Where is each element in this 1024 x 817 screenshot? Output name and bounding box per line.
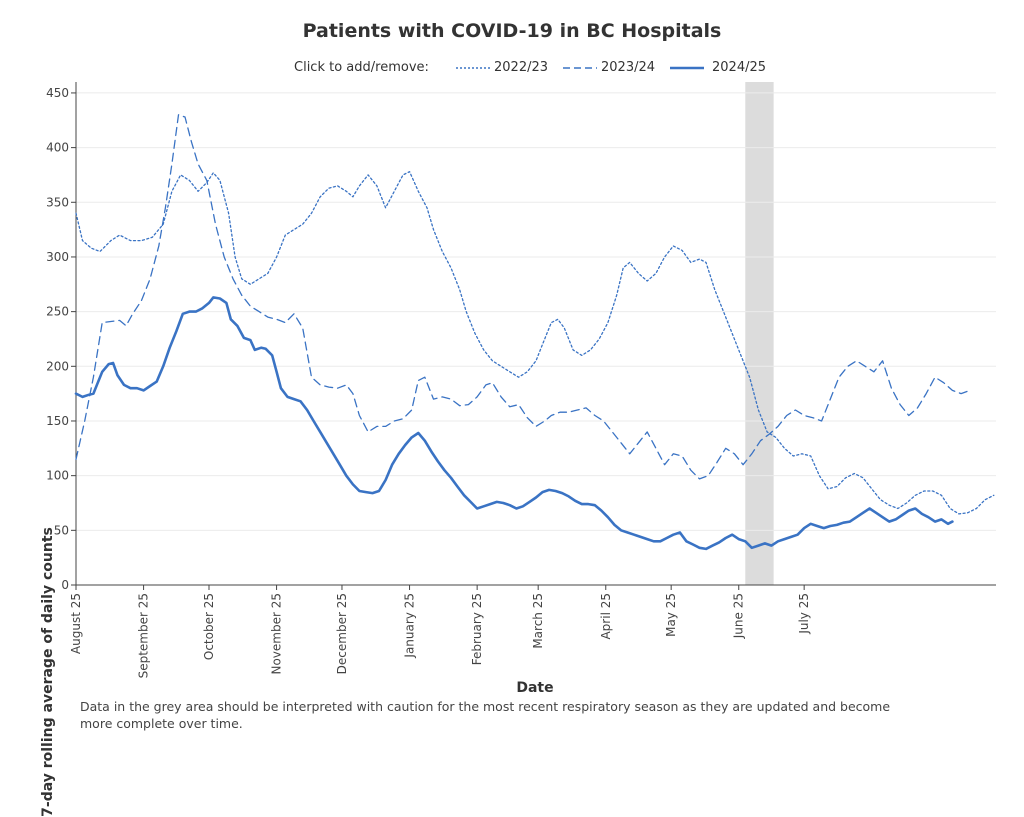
x-tick-label: May 25	[664, 593, 678, 637]
y-tick-label: 450	[46, 86, 69, 100]
legend-label: 2023/24	[601, 60, 656, 75]
x-tick-label: September 25	[137, 593, 151, 678]
x-tick-label: October 25	[202, 593, 216, 660]
x-tick-label: March 25	[531, 593, 545, 649]
series-line-2022-23	[75, 171, 995, 515]
x-tick-label: June 25	[732, 593, 746, 639]
y-tick-label: 50	[54, 523, 69, 537]
legend-swatch-dashed	[563, 67, 597, 69]
y-tick-label: 150	[46, 414, 69, 428]
legend-label: 2022/23	[494, 60, 549, 75]
y-tick-label: 400	[46, 141, 69, 155]
x-tick-label: January 25	[403, 593, 417, 659]
legend-prompt: Click to add/remove:	[294, 60, 429, 75]
series-line-2024-25	[74, 296, 954, 551]
x-tick-label: July 25	[797, 593, 811, 635]
caution-band	[745, 82, 774, 585]
legend-label: 2024/25	[712, 60, 767, 75]
y-tick-label: 100	[46, 469, 69, 483]
x-axis-label: Date	[516, 680, 554, 696]
x-tick-label: April 25	[599, 593, 613, 640]
x-tick-label: August 25	[69, 593, 83, 654]
y-tick-label: 0	[61, 578, 69, 592]
plot-area: 0 50 100 150 200 250 300 350 400 450 August 25 Sept…	[46, 82, 996, 678]
legend-swatch-dotted	[456, 67, 490, 69]
x-tick-label: February 25	[470, 593, 484, 665]
y-tick-label: 200	[46, 359, 69, 373]
y-tick-label: 350	[46, 195, 69, 209]
legend-swatch-solid	[670, 66, 704, 70]
chart-title: Patients with COVID-19 in BC Hospitals	[302, 20, 722, 42]
x-tick-label: December 25	[335, 593, 349, 674]
y-tick-label: 300	[46, 250, 69, 264]
y-tick-label: 250	[46, 305, 69, 319]
caution-note: Data in the grey area should be interpre…	[80, 699, 891, 731]
series-line-2023-24	[75, 114, 971, 480]
x-tick-label: November 25	[270, 593, 284, 675]
legend: Click to add/remove: 2022/23 2023/24 202…	[0, 60, 1024, 80]
